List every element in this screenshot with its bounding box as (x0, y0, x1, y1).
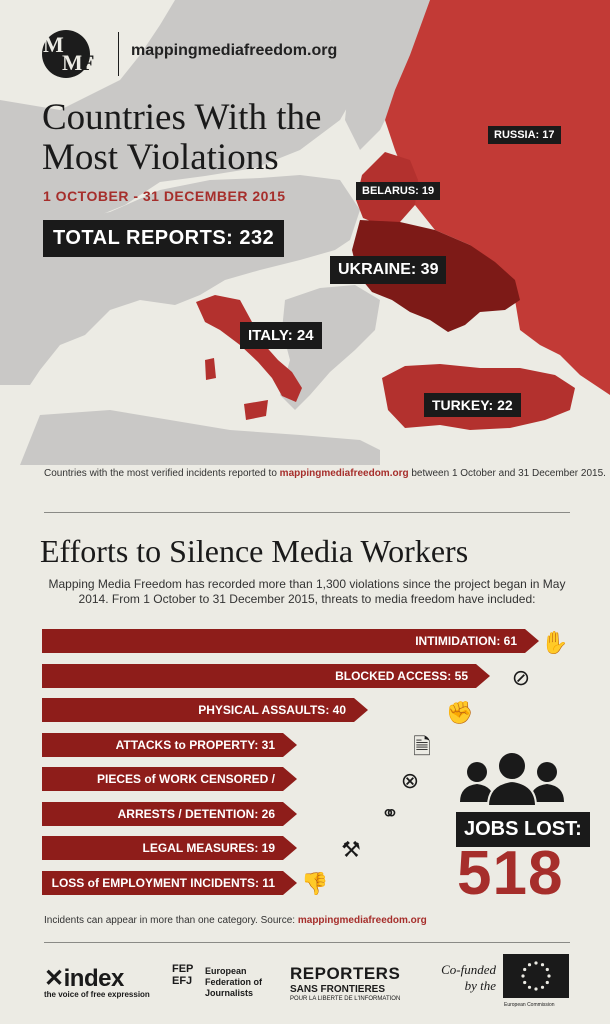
rsf-line-2: SANS FRONTIERES (290, 984, 386, 995)
bar-2: PHYSICAL ASSAULTS: 40 (42, 698, 368, 722)
eu-star (540, 963, 545, 967)
index-x-icon: ✕ (44, 965, 64, 992)
footnote-link[interactable]: mappingmediafreedom.org (297, 915, 427, 926)
eu-star (547, 974, 551, 978)
broken-document-icon: 🗎 (413, 734, 431, 759)
eu-star (527, 985, 532, 989)
eu-star (540, 985, 545, 989)
map-land-north-africa (20, 410, 380, 465)
eu-label: European Commission (504, 1002, 555, 1008)
country-tag-belarus: BELARUS: 19 (356, 182, 441, 200)
country-tag-italy: ITALY: 24 (240, 322, 322, 349)
eu-flag-logo: European Commission (503, 954, 569, 1008)
index-logo: ✕index (44, 964, 124, 993)
footnote: Incidents can appear in more than one ca… (44, 915, 427, 926)
footer-divider (44, 942, 570, 943)
date-range: 1 OCTOBER - 31 DECEMBER 2015 (43, 188, 286, 204)
efj-line-2: Federation of (205, 977, 263, 987)
efforts-title: Efforts to Silence Media Workers (40, 533, 469, 569)
map-land-balkans (280, 285, 380, 410)
logo-letter-f: F (81, 50, 95, 75)
map-note-link[interactable]: mappingmediafreedom.org (279, 468, 409, 479)
eu-star (523, 980, 527, 985)
efj-line-1: European (205, 966, 247, 976)
total-reports-badge: TOTAL REPORTS: 232 (43, 220, 285, 257)
bar-0: INTIMIDATION: 61 (42, 629, 539, 653)
map-note: Countries with the most verified inciden… (44, 468, 606, 479)
cofunded-text: Co-funded by the (418, 962, 496, 994)
country-tag-turkey: TURKEY: 22 (424, 393, 521, 417)
jobs-lost-label: JOBS LOST: (456, 812, 590, 847)
jobs-lost-value: 518 (457, 839, 564, 908)
bar-7: LOSS of EMPLOYMENT INCIDENTS: 11 (42, 871, 297, 895)
handcuffs-icon: ⚭ (380, 801, 400, 826)
efj-name: European Federation of Journalists (205, 966, 262, 999)
assault-icon: ✊ (446, 700, 474, 725)
index-name: index (63, 965, 125, 992)
eu-star (523, 967, 527, 972)
efj-logo-mark: FEP EFJ (172, 963, 194, 987)
cofunded-line-2: by the (464, 978, 496, 993)
bar-4: PIECES of WORK CENSORED / ALTERED: 28 (42, 767, 297, 791)
footnote-text: Incidents can appear in more than one ca… (44, 915, 298, 926)
map-russia (385, 0, 610, 395)
logo-letter-m2: M (62, 50, 83, 75)
eu-star (545, 980, 549, 985)
bar-6: LEGAL MEASURES: 19 (42, 836, 297, 860)
title-line-2: Most Violations (42, 137, 279, 178)
map-italy (196, 295, 302, 420)
cofunded-line-1: Co-funded (441, 962, 496, 977)
page-title: Countries With the Most Violations (42, 98, 321, 178)
logo-divider (118, 32, 119, 76)
eu-star (545, 967, 549, 972)
bar-1: BLOCKED ACCESS: 55 (42, 664, 490, 688)
eye-slash-icon: ⊗ (400, 768, 420, 793)
eu-star (521, 974, 525, 978)
map-land-north (0, 0, 360, 232)
eu-star (534, 987, 538, 991)
title-line-1: Countries With the (42, 97, 322, 138)
site-name[interactable]: mappingmediafreedom.org (131, 42, 338, 59)
efforts-intro: Mapping Media Freedom has recorded more … (48, 577, 566, 606)
blocked-icon: ⊘ (511, 665, 531, 690)
mmf-logo: M M F (42, 30, 94, 78)
section-divider (44, 512, 570, 513)
thumbs-down-icon: 👎 (301, 871, 329, 896)
bar-3: ATTACKS to PROPERTY: 31 (42, 733, 297, 757)
map-note-text-end: between 1 October and 31 December 2015. (408, 468, 606, 479)
index-tagline: the voice of free expression (44, 990, 150, 999)
efj-line-3: Journalists (205, 988, 254, 998)
rsf-line-3: POUR LA LIBERTE DE L'INFORMATION (290, 996, 401, 1002)
people-icon (460, 751, 564, 807)
gavel-icon: ⚒ (341, 837, 361, 862)
country-tag-ukraine: UKRAINE: 39 (330, 256, 447, 284)
eu-star (527, 963, 532, 967)
hand-icon: ✋ (541, 630, 569, 655)
logo-letter-m1: M (43, 32, 64, 57)
map-land-scandinavia (330, 0, 430, 150)
rsf-line-1: REPORTERS (290, 964, 401, 983)
country-tag-russia: RUSSIA: 17 (488, 126, 561, 144)
map-note-text: Countries with the most verified inciden… (44, 468, 280, 479)
bar-5: ARRESTS / DETENTION: 26 (42, 802, 297, 826)
eu-star (534, 961, 538, 965)
